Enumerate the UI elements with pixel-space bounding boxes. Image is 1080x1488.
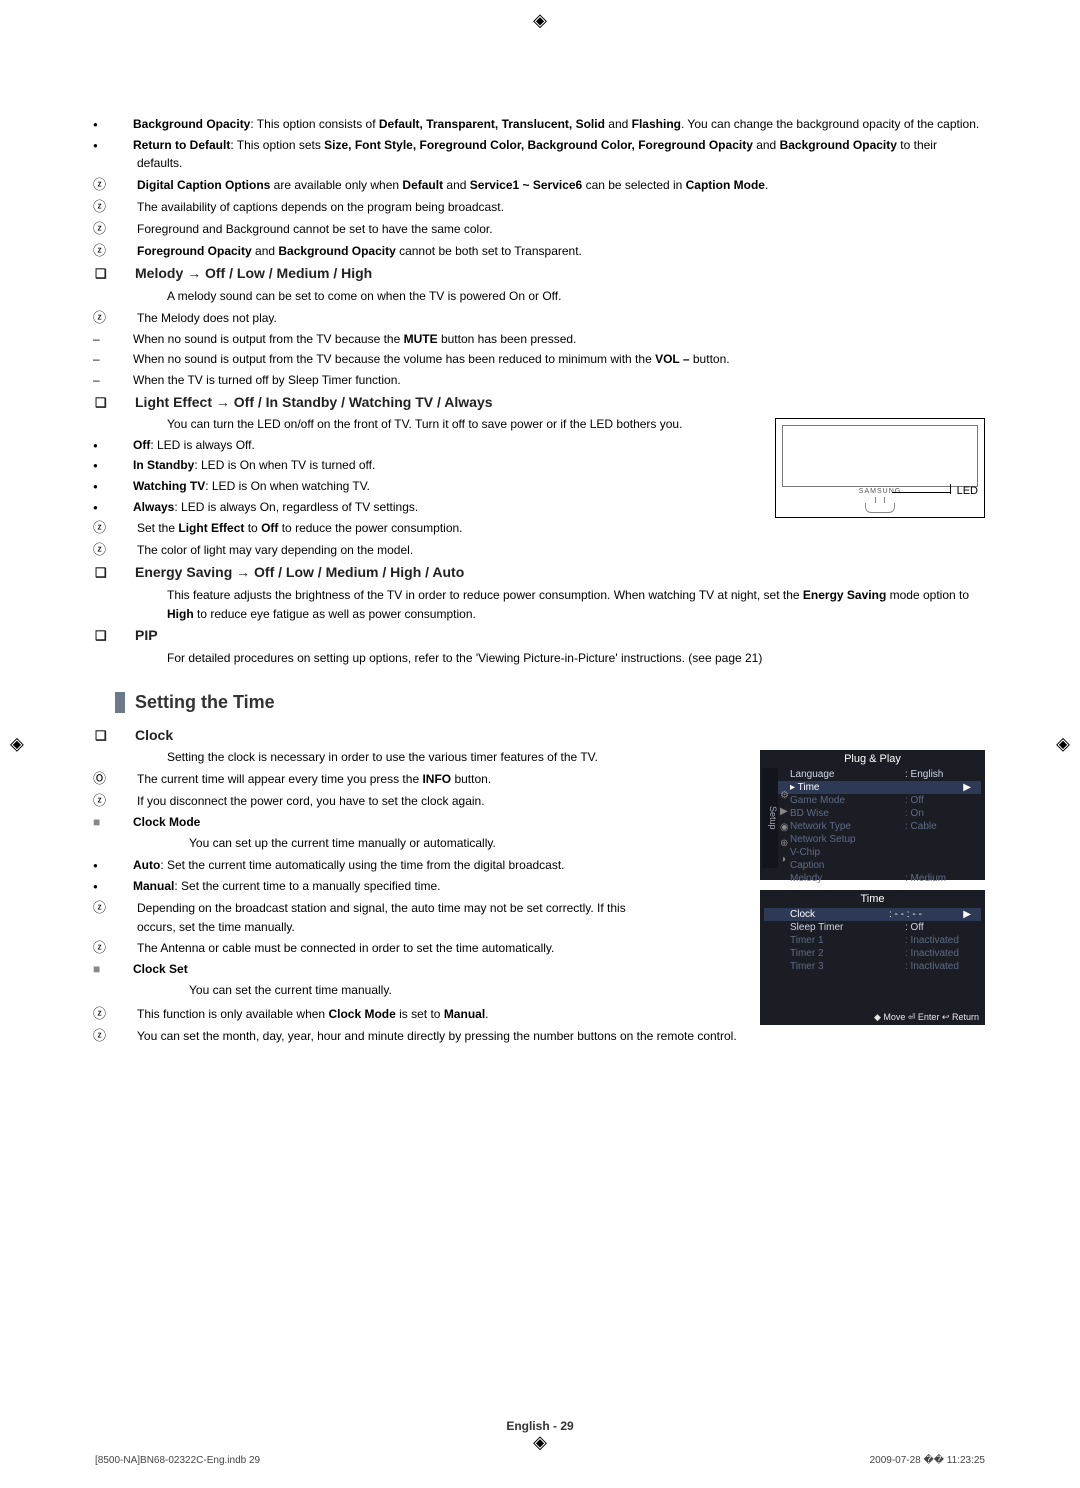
melody-section: Melody → Off / Low / Medium / High [115,263,985,285]
bg-opacity-line: Background Opacity: This option consists… [115,115,985,134]
crop-mark-right: ◈ [1056,734,1070,755]
light-standby: In Standby: LED is On when TV is turned … [115,456,655,475]
manual-page: ◈ ◈ ◈ ◈ Background Opacity: This option … [0,0,1080,1488]
melody-dash-2: When no sound is output from the TV beca… [115,350,985,369]
led-callout-line [892,492,950,493]
light-watching: Watching TV: LED is On when watching TV. [115,477,655,496]
crop-mark-left: ◈ [10,734,24,755]
osd-row: Network Type: Cable [760,820,985,833]
clock-desc: Setting the clock is necessary in order … [167,748,707,767]
osd2-footer: ◆ Move ⏎ Enter ↩ Return [874,1012,979,1023]
light-desc: You can turn the LED on/off on the front… [167,415,707,434]
return-default-line: Return to Default: This option sets Size… [115,136,985,173]
osd-row: Melody: Medium [760,872,985,885]
caption-notes: Digital Caption Options are available on… [115,175,985,262]
clock-section: Clock [115,725,985,747]
light-off: Off: LED is always Off. [115,436,655,455]
footer-meta: [8500-NA]BN68-02322C-Eng.indb 29 2009-07… [95,1455,985,1466]
melody-dashes: When no sound is output from the TV beca… [115,330,985,390]
osd-sidetab: Setup [762,768,778,868]
tv-diagram: SAMSUNG LED [775,418,985,518]
osd-row: Timer 2: Inactivated [760,947,985,960]
clock-mode-desc: You can set up the current time manually… [189,834,729,853]
section-setting-time: Setting the Time [115,692,985,713]
clock-mode-note-1: Depending on the broadcast station and s… [115,898,655,937]
energy-section: Energy Saving → Off / Low / Medium / Hig… [115,562,985,584]
note-samecolor: Foreground and Background cannot be set … [115,219,985,239]
osd1-title: Plug & Play [760,750,985,768]
osd-time-menu: Time Clock: - - : - -▶Sleep Timer: OffTi… [760,890,985,1025]
pip-section: PIP [115,625,985,647]
light-section: Light Effect → Off / In Standby / Watchi… [115,392,985,414]
caption-bullets: Background Opacity: This option consists… [115,115,985,173]
clock-note1: If you disconnect the power cord, you ha… [115,791,655,811]
footer-filename: [8500-NA]BN68-02322C-Eng.indb 29 [95,1455,260,1466]
note-digital-caption: Digital Caption Options are available on… [115,175,985,195]
clock-mode-auto: Auto: Set the current time automatically… [115,856,655,875]
energy-desc: This feature adjusts the brightness of t… [167,586,985,623]
melody-desc: A melody sound can be set to come on whe… [167,287,985,306]
osd2-title: Time [760,890,985,908]
clock-mode-note-2: The Antenna or cable must be connected i… [115,938,655,958]
clock-set-note-2: You can set the month, day, year, hour a… [115,1026,985,1046]
osd-row: V-Chip [760,846,985,859]
osd-row: Network Setup [760,833,985,846]
light-note-1: Set the Light Effect to Off to reduce th… [115,518,985,538]
energy-title: Energy Saving → Off / Low / Medium / Hig… [115,562,985,584]
light-title: Light Effect → Off / In Standby / Watchi… [115,392,985,414]
note-transparent: Foreground Opacity and Background Opacit… [115,241,985,261]
clock-info-note: The current time will appear every time … [115,769,655,789]
clock-onote: The current time will appear every time … [115,769,655,789]
pip-title: PIP [115,625,985,647]
light-bullets: Off: LED is always Off. In Standby: LED … [115,436,655,516]
note-availability: The availability of captions depends on … [115,197,985,217]
osd-row: Sleep Timer: Off [760,921,985,934]
osd-row: Timer 3: Inactivated [760,960,985,973]
osd-row: Clock: - - : - -▶ [764,908,981,921]
pip-desc: For detailed procedures on setting up op… [167,649,985,668]
osd-row: BD Wise: On [760,807,985,820]
clock-disconnect-note: If you disconnect the power cord, you ha… [115,791,655,811]
clock-mode-notes: Depending on the broadcast station and s… [115,898,655,959]
crop-mark-top: ◈ [533,10,547,31]
light-always: Always: LED is always On, regardless of … [115,498,655,517]
clock-mode-manual: Manual: Set the current time to a manual… [115,877,655,896]
melody-note: The Melody does not play. [115,308,985,328]
melody-note-head: The Melody does not play. [115,308,985,328]
crop-mark-bottom: ◈ [533,1432,547,1453]
osd-row: Game Mode: Off [760,794,985,807]
osd-side-icons: ⚙▶◉⊕◑ [780,788,789,868]
melody-dash-3: When the TV is turned off by Sleep Timer… [115,371,985,390]
light-note-2: The color of light may vary depending on… [115,540,985,560]
osd-row: Language: English [760,768,985,781]
tv-screen [782,425,978,487]
melody-title: Melody → Off / Low / Medium / High [115,263,985,285]
osd-row: Caption [760,859,985,872]
tv-stand [865,503,895,513]
led-label: LED [957,485,978,497]
clock-mode-bullets: Auto: Set the current time automatically… [115,856,655,895]
osd-row: ▸ Time▶ [764,781,981,794]
melody-dash-1: When no sound is output from the TV beca… [115,330,985,349]
osd-setup-menu: Setup ⚙▶◉⊕◑ Plug & Play Language: Englis… [760,750,985,880]
footer-timestamp: 2009-07-28 �� 11:23:25 [870,1455,985,1466]
clock-title: Clock [115,725,985,747]
page-number: English - 29 [0,1419,1080,1433]
osd-row: Timer 1: Inactivated [760,934,985,947]
light-notes: Set the Light Effect to Off to reduce th… [115,518,985,560]
